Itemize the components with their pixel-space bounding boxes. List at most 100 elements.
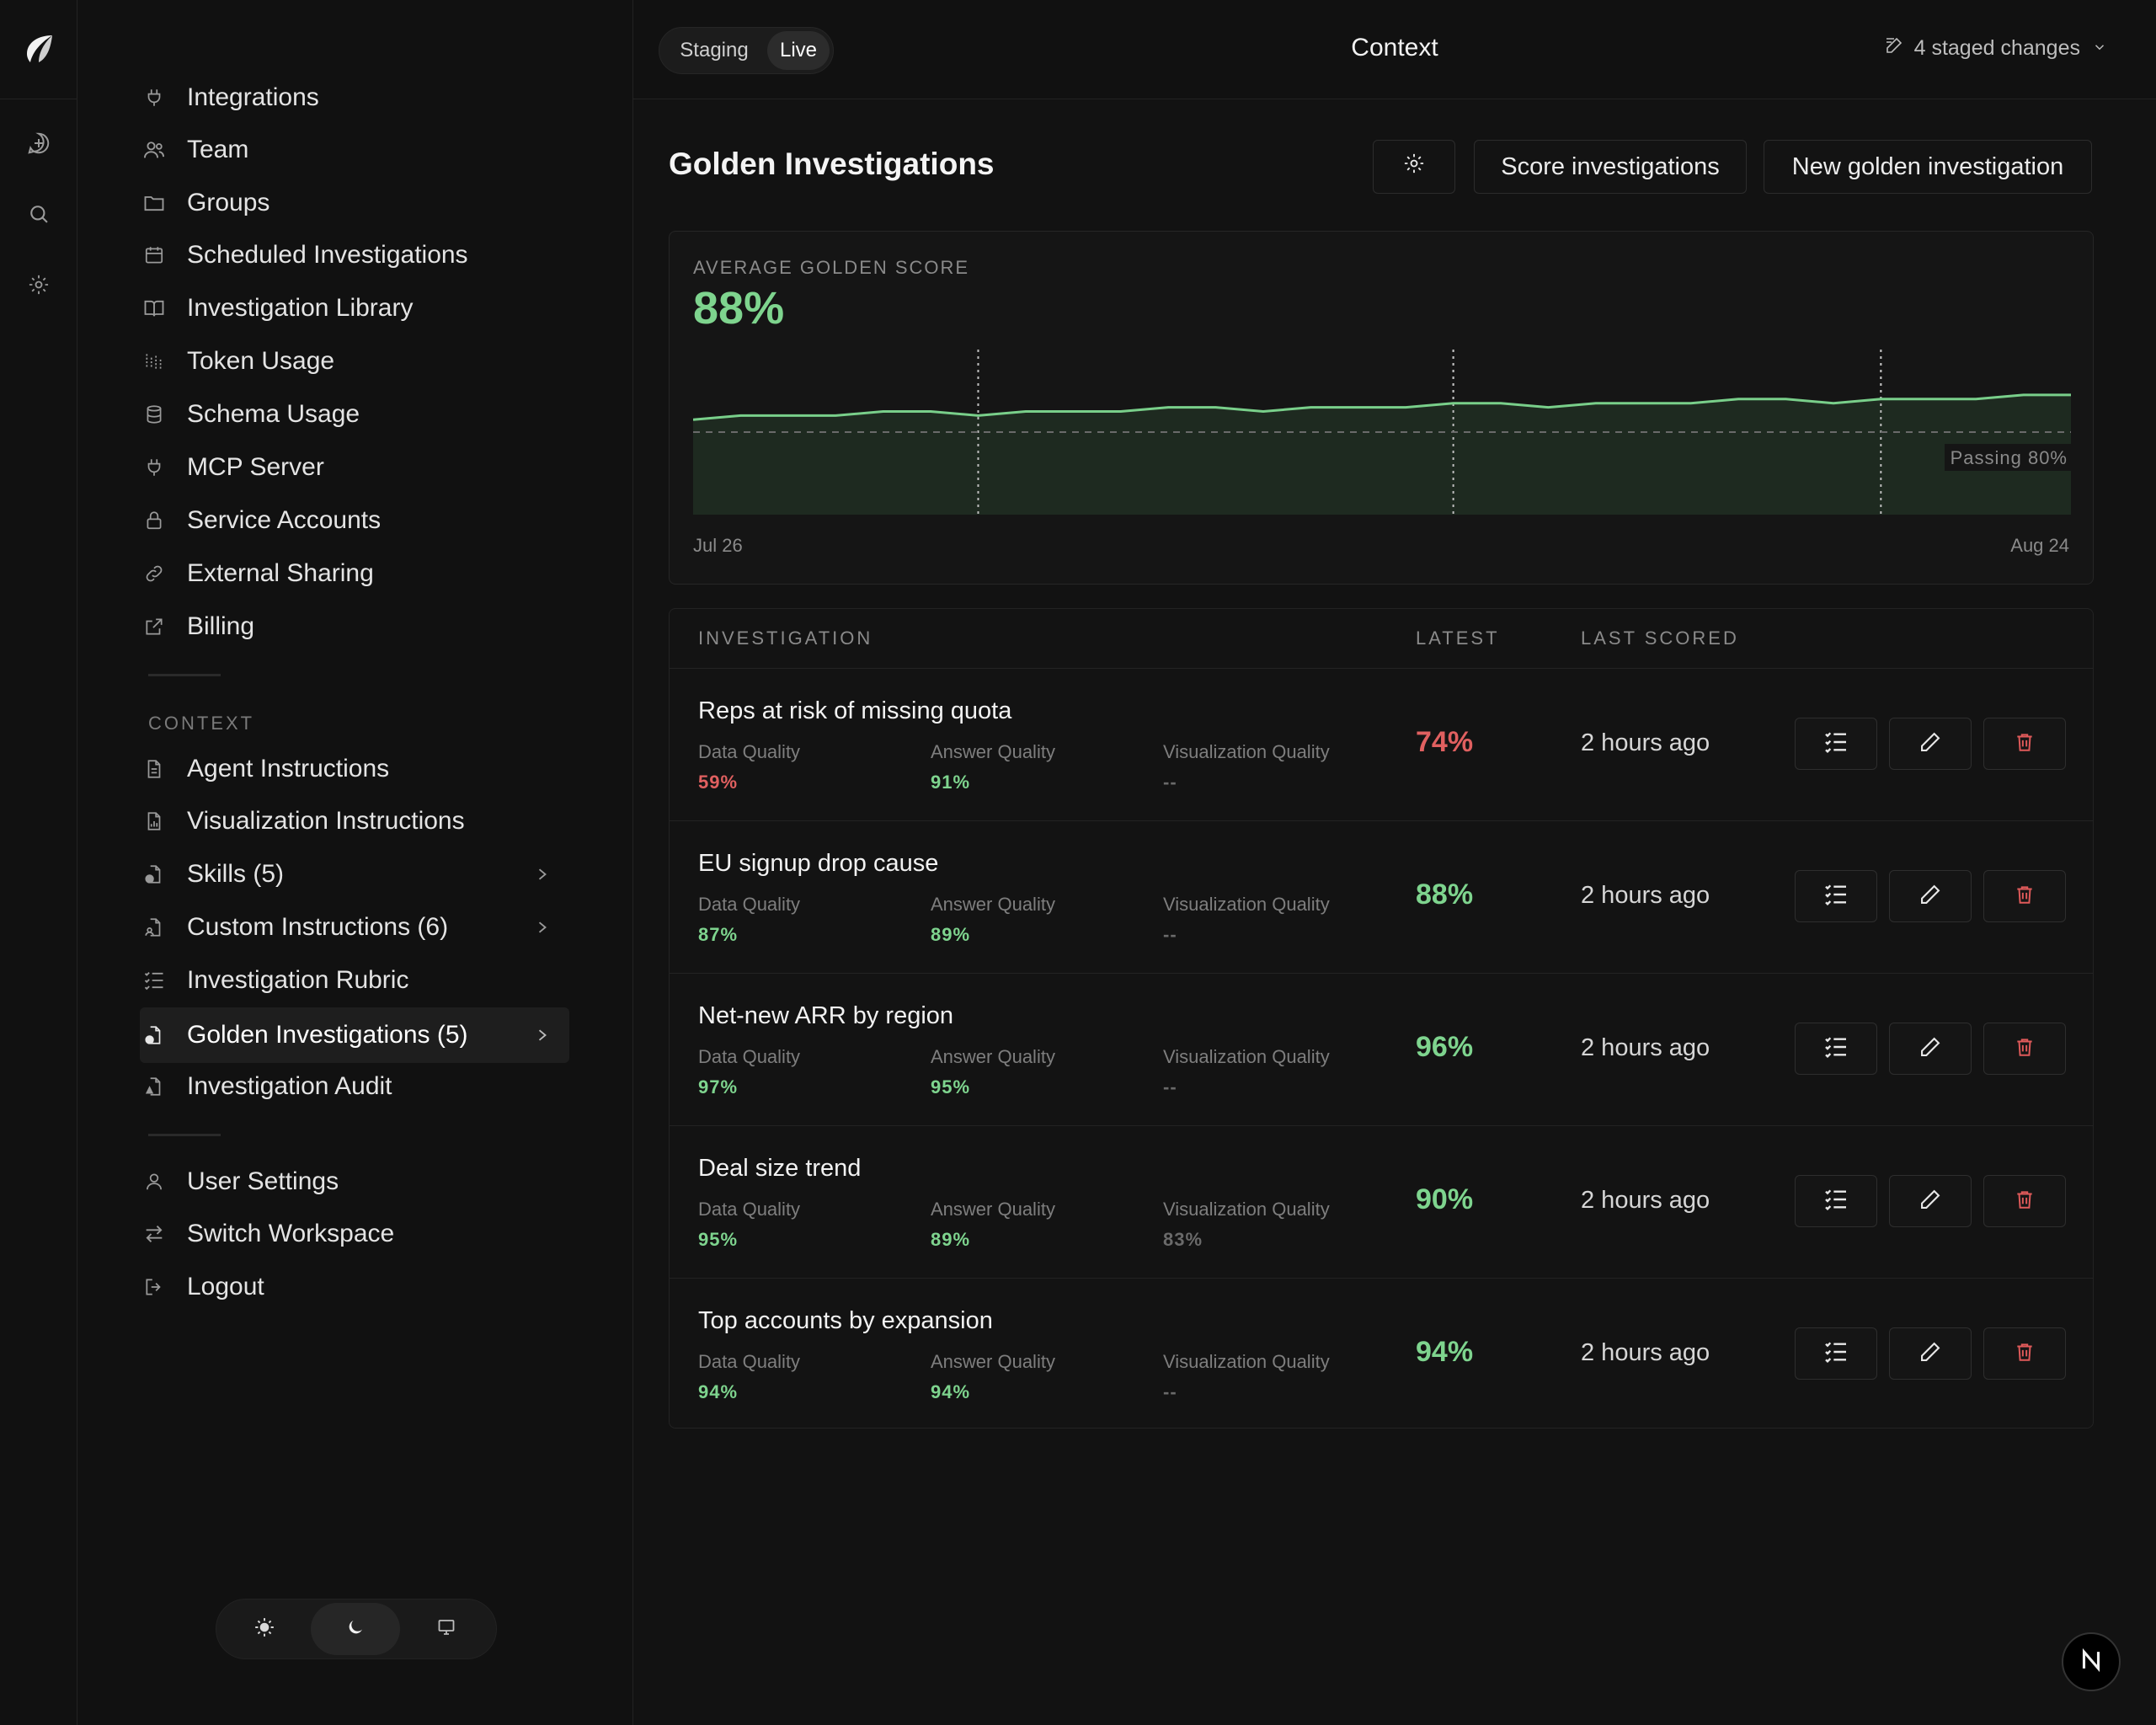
investigation-title[interactable]: Net-new ARR by region [698,1002,954,1029]
sidebar-item-visualization-instructions[interactable]: Visualization Instructions [140,796,645,846]
score-point[interactable] [1401,403,1411,413]
edit-button[interactable] [1889,870,1972,922]
score-trend-chart: Passing 80% [693,350,2071,515]
answer-quality-value: 91% [931,772,971,793]
edit-button[interactable] [1889,1327,1972,1380]
sidebar-item-schema-usage[interactable]: Schema Usage [140,389,645,440]
answer-quality-value: 95% [931,1076,971,1097]
app-logo-icon[interactable] [22,32,56,66]
sidebar-item-logout[interactable]: Logout [140,1262,645,1312]
score-point[interactable] [1021,407,1031,417]
score-point[interactable] [1638,398,1648,409]
edit-button[interactable] [1889,1175,1972,1227]
sidebar-item-scheduled-investigations[interactable]: Scheduled Investigations [140,230,645,280]
sidebar-item-custom-instructions[interactable]: Custom Instructions (6) [140,902,645,953]
score-point[interactable] [783,410,793,420]
last-scored: 2 hours ago [1581,729,1710,756]
score-point[interactable] [1686,398,1696,409]
edit-button[interactable] [1889,1023,1972,1075]
sidebar-item-team[interactable]: Team [140,125,645,175]
sidebar-item-token-usage[interactable]: Token Usage [140,336,645,387]
investigation-title[interactable]: Deal size trend [698,1155,862,1182]
sidebar-item-external-sharing[interactable]: External Sharing [140,548,645,599]
delete-button[interactable] [1983,1327,2066,1380]
table-row: EU signup drop cause Data Quality Answer… [670,821,2093,974]
score-point[interactable] [1258,407,1268,417]
delete-button[interactable] [1983,1023,2066,1075]
visualization-quality-value: -- [1163,1076,1177,1097]
theme-system-button[interactable] [402,1603,491,1655]
sidebar-item-investigation-rubric[interactable]: Investigation Rubric [140,955,645,1006]
theme-dark-button[interactable] [311,1603,400,1655]
dev-badge[interactable] [2062,1632,2121,1691]
pencil-icon [1919,1035,1942,1063]
sidebar-item-service-accounts[interactable]: Service Accounts [140,495,645,546]
sidebar-item-skills[interactable]: Skills (5) [140,849,645,900]
new-chat-icon[interactable] [24,128,54,158]
score-point[interactable] [735,410,745,420]
score-point[interactable] [830,410,841,420]
main-content: Staging Live Context 4 staged changes Go… [633,0,2156,1725]
score-point[interactable] [2019,390,2029,400]
new-golden-investigation-button[interactable]: New golden investigation [1764,140,2092,194]
env-live-button[interactable]: Live [767,31,830,70]
bar-chart-icon [140,347,168,376]
sidebar-item-mcp-server[interactable]: MCP Server [140,442,645,493]
rubric-button[interactable] [1795,1023,1877,1075]
rubric-button[interactable] [1795,1175,1877,1227]
score-point[interactable] [926,407,936,417]
score-investigations-button[interactable]: Score investigations [1474,140,1747,194]
score-point[interactable] [1163,403,1173,413]
score-point[interactable] [1876,394,1886,404]
plug-icon [140,453,168,482]
score-point[interactable] [1971,394,1981,404]
sidebar-item-investigation-library[interactable]: Investigation Library [140,283,645,334]
gear-icon[interactable] [24,270,54,300]
delete-button[interactable] [1983,1175,2066,1227]
score-point[interactable] [1116,407,1126,417]
score-point[interactable] [1496,398,1506,409]
answer-quality-label: Answer Quality [931,741,1055,762]
search-icon[interactable] [24,199,54,229]
score-point[interactable] [1733,394,1743,404]
rubric-button[interactable] [1795,870,1877,922]
delete-button[interactable] [1983,870,2066,922]
edit-button[interactable] [1889,718,1972,770]
sidebar-item-billing[interactable]: Billing [140,601,645,652]
score-point[interactable] [1924,394,1934,404]
score-point[interactable] [1828,398,1838,409]
sidebar-item-golden-investigations[interactable]: Golden Investigations (5) [140,1010,645,1060]
score-point[interactable] [878,407,889,417]
sidebar-item-agent-instructions[interactable]: Agent Instructions [140,744,645,794]
score-point[interactable] [1781,394,1791,404]
sidebar-item-investigation-audit[interactable]: Investigation Audit [140,1061,645,1112]
score-point[interactable] [973,410,983,420]
staged-changes-dropdown[interactable]: 4 staged changes [1884,35,2117,61]
switch-icon [140,1220,168,1248]
score-point[interactable] [1353,403,1364,413]
visualization-quality-value: -- [1163,1381,1177,1402]
sidebar-item-switch-workspace[interactable]: Switch Workspace [140,1209,645,1259]
score-point[interactable] [1591,398,1601,409]
sidebar-item-user-settings[interactable]: User Settings [140,1156,645,1207]
score-point[interactable] [1449,398,1459,409]
score-point[interactable] [1211,403,1221,413]
data-quality-label: Data Quality [698,894,801,915]
database-icon [140,400,168,429]
theme-light-button[interactable] [220,1603,309,1655]
rubric-button[interactable] [1795,1327,1877,1380]
investigation-title[interactable]: Reps at risk of missing quota [698,697,1012,724]
file-check-icon [140,860,168,889]
sidebar-item-integrations[interactable]: Integrations [140,72,645,123]
env-staging-button[interactable]: Staging [680,39,749,61]
investigation-title[interactable]: Top accounts by expansion [698,1307,993,1334]
rubric-button[interactable] [1795,718,1877,770]
investigation-title[interactable]: EU signup drop cause [698,850,939,877]
score-point[interactable] [1068,407,1078,417]
sidebar-item-groups[interactable]: Groups [140,178,645,228]
settings-button[interactable] [1373,140,1455,194]
data-quality-value: 94% [698,1381,739,1402]
score-point[interactable] [1543,403,1553,413]
score-point[interactable] [1305,403,1315,413]
delete-button[interactable] [1983,718,2066,770]
